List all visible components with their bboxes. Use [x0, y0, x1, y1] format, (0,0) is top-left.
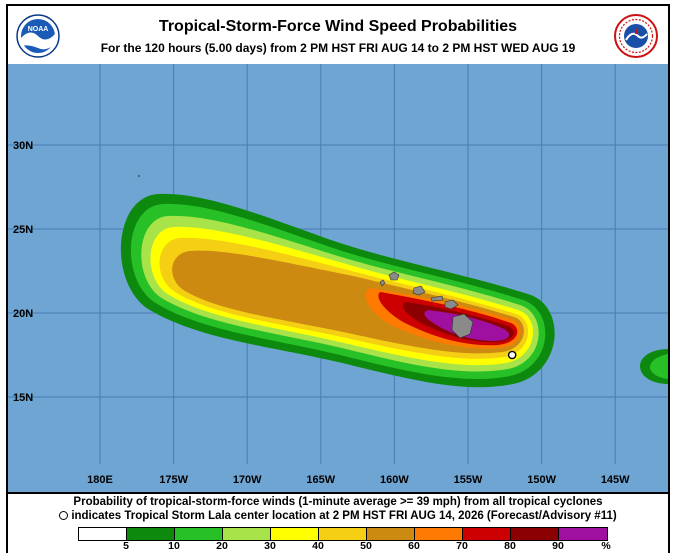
legend-tick-label: 70	[456, 540, 468, 552]
probability-note: Probability of tropical-storm-force wind…	[73, 496, 603, 508]
island-molokai	[430, 295, 444, 302]
legend-swatch	[79, 528, 127, 540]
legend-swatch	[319, 528, 367, 540]
noaa-logo: NOAA	[16, 14, 60, 58]
legend-tick-label: 60	[408, 540, 420, 552]
legend-tick-label: 50	[360, 540, 372, 552]
axis-labels: 180E 175W 170W 165W 160W 155W 150W 145W 30N 25N 20…	[13, 140, 630, 486]
longitude-label: 175W	[159, 474, 188, 486]
longitude-label: 165W	[306, 474, 335, 486]
color-legend: 5 10 20 30 40 50 60 70 80 90%	[78, 527, 618, 552]
legend-swatch	[127, 528, 175, 540]
legend-labels: 5 10 20 30 40 50 60 70 80 90%	[78, 540, 638, 552]
island-maui	[444, 299, 459, 310]
probability-swath	[120, 193, 668, 388]
storm-center-marker	[507, 350, 517, 360]
legend-swatch	[415, 528, 463, 540]
legend-tick-label: 5	[123, 540, 129, 552]
longitude-label: 160W	[380, 474, 409, 486]
legend-tick-label: 80	[504, 540, 516, 552]
legend-swatch	[367, 528, 415, 540]
hawaiian-islands	[379, 271, 474, 339]
island-niihau	[379, 279, 386, 287]
legend-tick-label: 10	[168, 540, 180, 552]
legend-swatch	[463, 528, 511, 540]
svg-text:NOAA: NOAA	[28, 26, 49, 33]
page-subtitle: For the 120 hours (5.00 days) from 2 PM …	[100, 41, 576, 55]
legend-swatch	[559, 528, 607, 540]
longitude-label: 180E	[87, 474, 113, 486]
latitude-label: 25N	[13, 224, 33, 236]
storm-center-legend-icon	[59, 511, 69, 520]
storm-center-note-text: indicates Tropical Storm Lala center loc…	[71, 510, 617, 522]
legend-swatch	[223, 528, 271, 540]
longitude-label: 150W	[527, 474, 556, 486]
latitude-label: 20N	[13, 308, 33, 320]
longitude-label: 155W	[454, 474, 483, 486]
legend-tick-label: %	[601, 540, 611, 552]
probability-map: 180E 175W 170W 165W 160W 155W 150W 145W 30N 25N 20…	[8, 64, 668, 492]
longitude-label: 170W	[233, 474, 262, 486]
nws-logo	[614, 14, 658, 58]
latitude-label: 15N	[13, 392, 33, 404]
figure-frame: NOAA Tropical-Storm-Force Wind Speed Pro…	[6, 4, 670, 553]
legend-bar	[78, 527, 608, 541]
island-big-island	[451, 313, 474, 339]
latitude-label: 30N	[13, 140, 33, 152]
legend-swatch	[271, 528, 319, 540]
isolated-dot	[138, 175, 140, 177]
legend-swatch	[511, 528, 559, 540]
header: NOAA Tropical-Storm-Force Wind Speed Pro…	[8, 6, 668, 66]
island-oahu	[412, 285, 426, 296]
legend-tick-label: 30	[264, 540, 276, 552]
storm-center-note: indicates Tropical Storm Lala center loc…	[8, 510, 668, 522]
prob-band-10-east	[650, 354, 668, 379]
legend-tick-label: 90	[552, 540, 564, 552]
legend-tick-label: 40	[312, 540, 324, 552]
legend-tick-label: 20	[216, 540, 228, 552]
island-kauai	[388, 271, 400, 281]
legend-swatch	[175, 528, 223, 540]
footer: Probability of tropical-storm-force wind…	[8, 492, 668, 553]
page-title: Tropical-Storm-Force Wind Speed Probabil…	[158, 18, 518, 35]
longitude-label: 145W	[601, 474, 630, 486]
